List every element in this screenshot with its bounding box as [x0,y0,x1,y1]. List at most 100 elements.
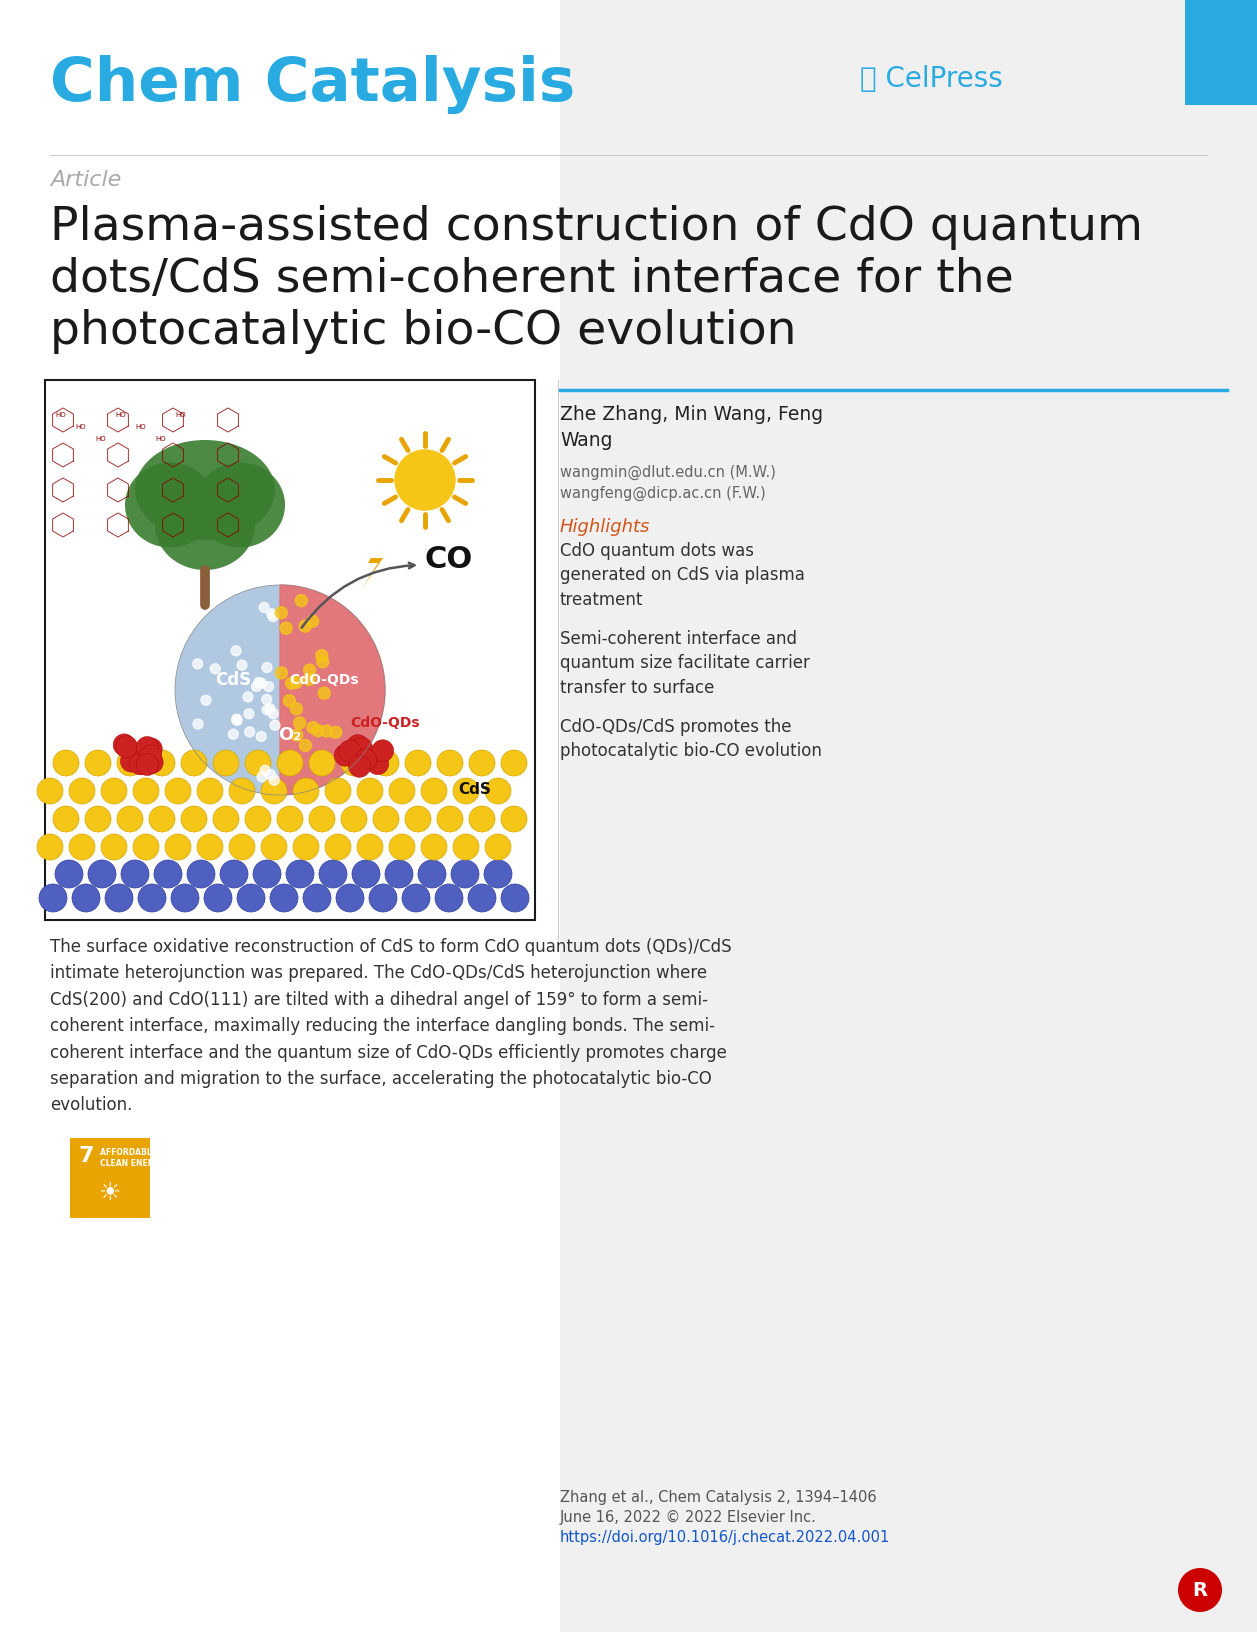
Circle shape [245,726,255,738]
Circle shape [175,584,385,795]
Bar [45,380,535,920]
Circle shape [136,736,158,759]
Text: HO: HO [55,411,65,418]
Circle shape [220,860,248,888]
Circle shape [72,885,101,912]
Circle shape [238,661,246,671]
Circle shape [469,806,495,832]
Circle shape [295,594,307,607]
Text: HO: HO [175,411,186,418]
Circle shape [117,751,143,775]
Text: HO: HO [114,411,126,418]
Text: HO: HO [134,424,146,429]
Text: CdO-QDs: CdO-QDs [289,672,360,687]
Circle shape [245,751,272,775]
Circle shape [453,834,479,860]
Circle shape [53,751,79,775]
Ellipse shape [124,462,215,547]
Circle shape [165,834,191,860]
Circle shape [348,756,371,777]
Circle shape [373,806,398,832]
Circle shape [187,860,215,888]
Circle shape [231,715,241,725]
Text: CdO-QDs: CdO-QDs [351,716,420,730]
Circle shape [138,885,166,912]
Circle shape [469,751,495,775]
Circle shape [343,743,365,764]
Circle shape [231,646,241,656]
Circle shape [485,778,512,805]
Circle shape [140,744,162,767]
Circle shape [133,834,158,860]
Circle shape [270,720,280,730]
Circle shape [309,806,336,832]
Circle shape [150,751,175,775]
Circle shape [419,860,446,888]
Circle shape [339,739,361,762]
Circle shape [336,885,365,912]
Circle shape [318,687,331,698]
Circle shape [309,751,336,775]
Circle shape [238,885,265,912]
Circle shape [290,730,303,741]
Circle shape [121,860,150,888]
Text: CdO quantum dots was
generated on CdS via plasma
treatment: CdO quantum dots was generated on CdS vi… [561,542,804,609]
Circle shape [141,751,163,774]
Text: CdO-QDs/CdS promotes the
photocatalytic bio-CO evolution: CdO-QDs/CdS promotes the photocatalytic … [561,718,822,761]
Circle shape [264,682,274,692]
Circle shape [484,860,512,888]
Text: https://doi.org/10.1016/j.checat.2022.04.001: https://doi.org/10.1016/j.checat.2022.04… [561,1531,890,1546]
Circle shape [197,834,222,860]
Circle shape [256,731,266,741]
Circle shape [370,885,397,912]
Circle shape [367,752,388,775]
Circle shape [294,716,305,730]
Circle shape [244,708,254,718]
Circle shape [256,772,266,782]
Text: Zhang et al., Chem Catalysis 2, 1394–1406: Zhang et al., Chem Catalysis 2, 1394–140… [561,1490,876,1505]
Circle shape [468,885,497,912]
Circle shape [347,734,368,757]
Circle shape [502,806,527,832]
Circle shape [277,751,303,775]
Circle shape [88,860,116,888]
Circle shape [351,738,372,759]
Circle shape [329,726,342,738]
Circle shape [1178,1568,1222,1612]
Circle shape [435,885,463,912]
Circle shape [204,885,233,912]
Circle shape [269,775,279,785]
Circle shape [275,607,288,619]
Text: Zhe Zhang, Min Wang, Feng
Wang: Zhe Zhang, Min Wang, Feng Wang [561,405,823,450]
Circle shape [405,751,431,775]
Circle shape [352,860,380,888]
Ellipse shape [155,480,255,570]
Text: wangmin@dlut.edu.cn (M.W.)
wangfeng@dicp.ac.cn (F.W.): wangmin@dlut.edu.cn (M.W.) wangfeng@dicp… [561,465,776,501]
Text: AFFORDABLE AND
CLEAN ENERGY: AFFORDABLE AND CLEAN ENERGY [101,1147,178,1169]
Text: Plasma-assisted construction of CdO quantum
dots/CdS semi-coherent interface for: Plasma-assisted construction of CdO quan… [50,206,1143,354]
Circle shape [171,885,199,912]
Text: HO: HO [75,424,85,429]
Circle shape [268,708,278,718]
Circle shape [181,751,207,775]
Ellipse shape [195,462,285,547]
Circle shape [293,778,319,805]
Circle shape [334,744,356,767]
Circle shape [141,738,162,761]
Circle shape [277,806,303,832]
Circle shape [437,806,463,832]
Bar [70,1138,150,1217]
Circle shape [287,860,314,888]
Circle shape [405,806,431,832]
Circle shape [385,860,414,888]
Circle shape [229,730,239,739]
Circle shape [283,695,295,707]
Circle shape [129,752,151,775]
Polygon shape [280,584,385,795]
Text: CdS: CdS [459,782,491,798]
Circle shape [299,620,312,632]
Circle shape [233,715,243,725]
Circle shape [372,739,393,762]
Circle shape [357,834,383,860]
Circle shape [453,778,479,805]
